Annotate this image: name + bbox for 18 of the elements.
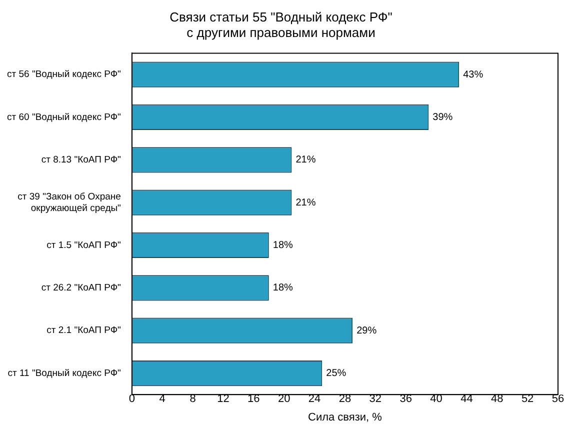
data-label: 39%	[432, 112, 453, 123]
data-label: 18%	[272, 282, 294, 294]
data-label: 25%	[326, 368, 346, 380]
y-tick-label: ст 2.1 "КоАП РФ"	[46, 325, 121, 336]
data-label: 29%	[356, 325, 377, 336]
y-tick-label: ст 1.5 "КоАП РФ"	[46, 240, 121, 251]
y-tick-label: ст 60 "Водный кодекс РФ"	[7, 112, 121, 123]
chart-title: Связи статьи 55 "Водный кодекс РФ" с другими правовыми нормами	[170, 9, 393, 40]
y-tick-label: ст 39 "Закон об Охране окружающей среды"	[18, 191, 121, 214]
data-label: 43%	[463, 69, 484, 80]
y-tick-label: ст 11 "Водный кодекс РФ"	[8, 368, 121, 379]
x-axis-title: Сила связи, %	[308, 411, 382, 424]
data-label: 21%	[296, 197, 316, 208]
data-label: 21%	[296, 154, 316, 166]
y-tick-label: ст 56 "Водный кодекс РФ"	[7, 69, 121, 80]
y-tick-label: ст 26.2 "КоАП РФ"	[41, 282, 121, 294]
y-tick-label: ст 8.13 "КоАП РФ"	[41, 154, 121, 166]
data-label: 18%	[272, 240, 294, 251]
